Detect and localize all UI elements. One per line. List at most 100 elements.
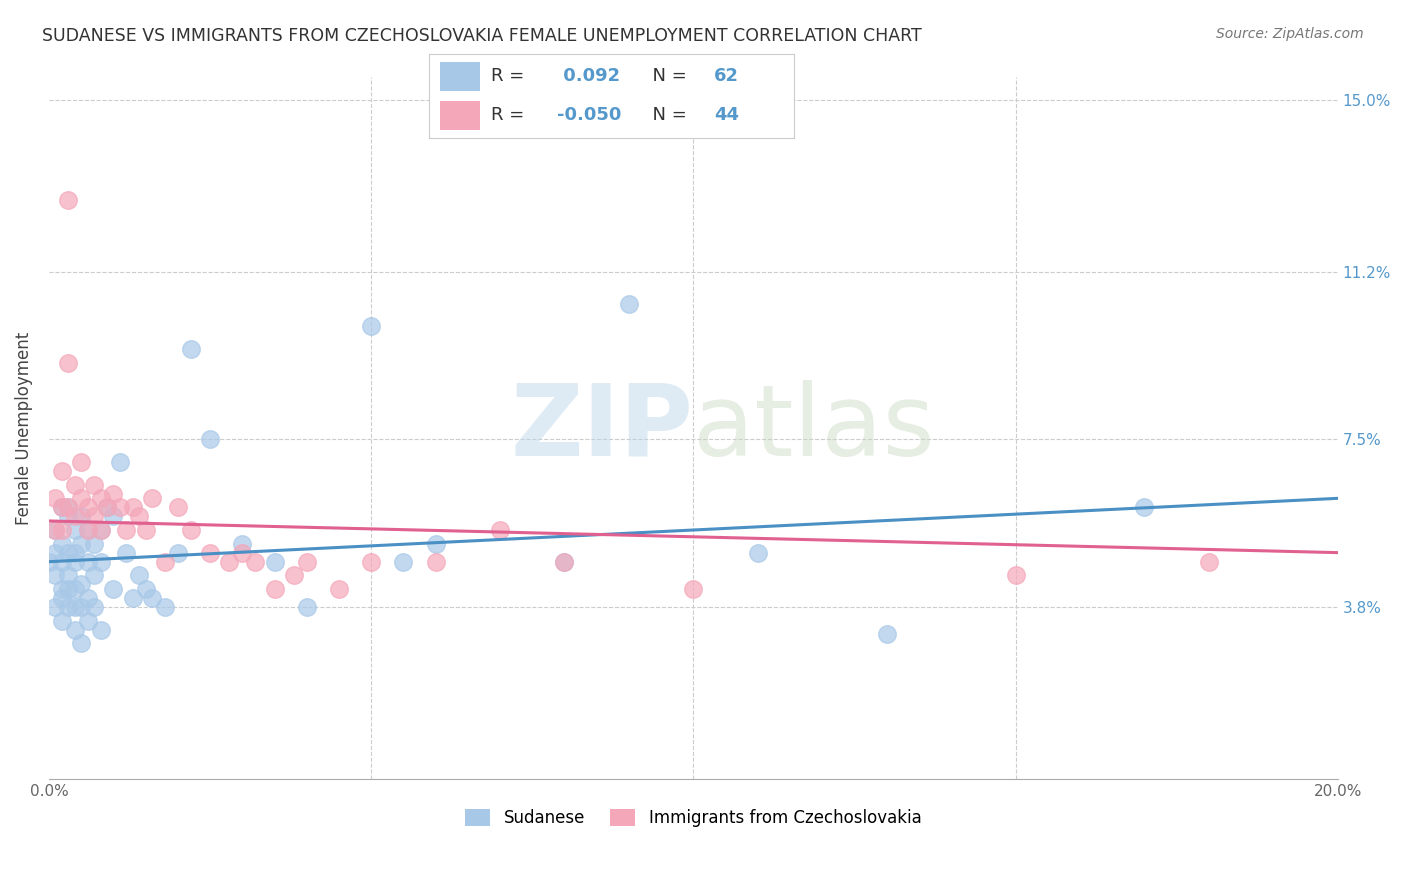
Point xyxy=(135,523,157,537)
Point xyxy=(198,433,221,447)
Point xyxy=(38,555,60,569)
Point xyxy=(44,523,66,537)
Point xyxy=(63,523,86,537)
Point xyxy=(180,342,202,356)
Point xyxy=(51,591,73,605)
Point xyxy=(76,500,98,515)
Point xyxy=(360,319,382,334)
Point xyxy=(44,491,66,506)
Point xyxy=(425,555,447,569)
FancyBboxPatch shape xyxy=(440,62,479,91)
Y-axis label: Female Unemployment: Female Unemployment xyxy=(15,332,32,524)
Text: SUDANESE VS IMMIGRANTS FROM CZECHOSLOVAKIA FEMALE UNEMPLOYMENT CORRELATION CHART: SUDANESE VS IMMIGRANTS FROM CZECHOSLOVAK… xyxy=(42,27,922,45)
Point xyxy=(263,555,285,569)
Point xyxy=(63,509,86,524)
Point xyxy=(89,555,111,569)
Point xyxy=(44,568,66,582)
Point xyxy=(70,577,93,591)
Point xyxy=(553,555,575,569)
Point xyxy=(243,555,266,569)
Point xyxy=(44,599,66,614)
Point xyxy=(76,523,98,537)
Text: 62: 62 xyxy=(714,68,740,86)
Point xyxy=(51,536,73,550)
Point xyxy=(44,546,66,560)
Point xyxy=(876,627,898,641)
Point xyxy=(70,509,93,524)
Point xyxy=(83,509,105,524)
Point xyxy=(283,568,305,582)
Point xyxy=(489,523,512,537)
Point xyxy=(295,599,318,614)
Point xyxy=(141,591,163,605)
Point xyxy=(58,193,80,207)
Point xyxy=(166,546,188,560)
Point xyxy=(58,582,80,596)
Point xyxy=(70,599,93,614)
FancyBboxPatch shape xyxy=(440,101,479,130)
Point xyxy=(63,546,86,560)
Point xyxy=(108,455,131,469)
Text: 44: 44 xyxy=(714,106,740,124)
Point xyxy=(58,500,80,515)
Point xyxy=(51,582,73,596)
Point xyxy=(1004,568,1026,582)
Point xyxy=(51,555,73,569)
Point xyxy=(682,582,704,596)
Point xyxy=(76,591,98,605)
Point xyxy=(63,582,86,596)
Point xyxy=(128,509,150,524)
Point xyxy=(328,582,350,596)
Point xyxy=(1133,500,1156,515)
Point xyxy=(141,491,163,506)
Point xyxy=(58,509,80,524)
Point xyxy=(58,599,80,614)
Text: atlas: atlas xyxy=(693,380,935,476)
Point xyxy=(166,500,188,515)
Point xyxy=(89,523,111,537)
Point xyxy=(103,582,125,596)
Point xyxy=(198,546,221,560)
Point xyxy=(51,500,73,515)
Text: N =: N = xyxy=(641,68,692,86)
Point xyxy=(76,614,98,628)
Text: N =: N = xyxy=(641,106,692,124)
Text: -0.050: -0.050 xyxy=(557,106,621,124)
Text: R =: R = xyxy=(491,68,530,86)
Point xyxy=(89,523,111,537)
Point xyxy=(51,523,73,537)
Point xyxy=(63,555,86,569)
Point xyxy=(70,636,93,650)
Point xyxy=(58,500,80,515)
Point xyxy=(231,546,253,560)
Text: R =: R = xyxy=(491,106,530,124)
Point xyxy=(180,523,202,537)
Point xyxy=(76,555,98,569)
Point xyxy=(63,599,86,614)
Point xyxy=(63,477,86,491)
Point xyxy=(58,546,80,560)
Point xyxy=(63,623,86,637)
Point xyxy=(108,500,131,515)
Point xyxy=(360,555,382,569)
Point xyxy=(58,355,80,369)
Point xyxy=(44,523,66,537)
Point xyxy=(83,477,105,491)
Point xyxy=(51,614,73,628)
Point xyxy=(392,555,415,569)
Point xyxy=(70,491,93,506)
Point xyxy=(218,555,240,569)
Point xyxy=(115,523,138,537)
Point xyxy=(1198,555,1220,569)
Point xyxy=(153,599,176,614)
Point xyxy=(135,582,157,596)
Point xyxy=(96,500,118,515)
Point xyxy=(51,500,73,515)
Point xyxy=(83,536,105,550)
Point xyxy=(295,555,318,569)
Point xyxy=(51,464,73,478)
Point xyxy=(83,599,105,614)
Point xyxy=(617,296,640,310)
Point xyxy=(231,536,253,550)
Text: ZIP: ZIP xyxy=(510,380,693,476)
